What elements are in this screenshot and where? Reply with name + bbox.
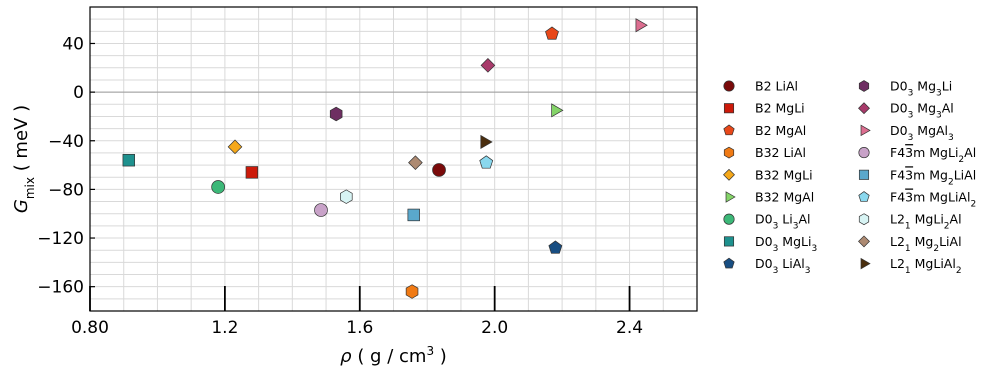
legend-marker <box>723 103 735 114</box>
legend-label: B32 MgAl <box>755 190 814 205</box>
legend-label: L21 MgLi2Al <box>890 212 962 232</box>
y-tick-label: −80 <box>48 180 84 200</box>
legend-marker <box>723 257 735 269</box>
x-tick-label: 2.0 <box>481 318 508 338</box>
data-point <box>245 166 259 179</box>
legend-marker <box>723 80 735 92</box>
legend-label: D03 LiAl3 <box>755 256 810 276</box>
data-point <box>122 154 135 167</box>
legend-marker <box>860 257 871 270</box>
legend-label: B32 LiAl <box>755 145 806 160</box>
legend-marker <box>858 147 870 159</box>
legend-marker <box>858 213 870 226</box>
legend-marker <box>858 235 870 248</box>
legend-label: F43m MgLi2Al <box>890 145 976 165</box>
legend-label: B2 LiAl <box>755 79 798 94</box>
legend-marker <box>723 146 735 159</box>
data-point <box>340 189 353 204</box>
legend-marker <box>858 169 870 180</box>
data-point <box>407 208 420 222</box>
legend-label: D03 MgLi3 <box>755 234 817 254</box>
legend: B2 LiAl B2 MgLi B2 MgAl B32 LiAl B32 MgLi B32… <box>723 79 976 276</box>
legend-label: B2 MgAl <box>755 123 806 138</box>
legend-label: D03 Li3Al <box>755 212 811 232</box>
legend-label: L21 MgLiAl2 <box>890 256 962 276</box>
data-point <box>408 155 423 170</box>
legend-marker <box>860 124 871 137</box>
data-point <box>211 180 225 194</box>
data-point <box>551 103 564 118</box>
x-tick-label: 1.6 <box>346 318 373 338</box>
x-tick-label: 0.80 <box>71 318 109 338</box>
data-point <box>479 155 494 169</box>
x-tick-label: 2.4 <box>616 318 643 338</box>
legend-marker <box>725 191 736 203</box>
legend-marker <box>858 80 870 92</box>
grid <box>89 6 698 312</box>
legend-label: D03 Mg3Li <box>890 79 952 99</box>
x-axis-label: ρ ( g / cm3 ) <box>340 344 447 367</box>
data-point <box>480 58 496 73</box>
legend-marker <box>723 124 735 136</box>
data-point <box>548 240 563 254</box>
legend-label: D03 Mg3Al <box>890 101 954 121</box>
legend-label: B2 MgLi <box>755 101 805 116</box>
y-tick-label: 0 <box>73 83 84 103</box>
axes: 0.80 1.2 1.6 2.0 2.4 40 0 −40 −80 −120 −160 ρ ( g /… <box>11 6 698 367</box>
data-points <box>122 18 648 299</box>
data-point <box>480 134 493 150</box>
data-point <box>545 26 559 40</box>
legend-label: F43m Mg2LiAl <box>890 167 976 187</box>
y-axis-label: Gmix ( meV ) <box>11 105 37 213</box>
legend-label: D03 MgAl3 <box>890 123 954 143</box>
legend-marker <box>858 191 870 202</box>
legend-label: L21 Mg2LiAl <box>890 234 962 254</box>
legend-marker <box>858 102 870 115</box>
plot-frame <box>89 6 698 312</box>
y-tick-label: −160 <box>37 278 84 298</box>
data-point <box>329 106 343 122</box>
data-point <box>432 163 446 177</box>
data-point <box>314 203 328 217</box>
x-tick-label: 1.2 <box>211 318 238 338</box>
data-point <box>635 18 648 33</box>
data-point <box>227 139 243 155</box>
data-point <box>405 284 419 299</box>
legend-marker <box>723 236 735 247</box>
y-tick-label: −120 <box>37 229 84 249</box>
legend-label: F43m MgLiAl2 <box>890 190 976 210</box>
legend-label: B32 MgLi <box>755 167 813 182</box>
y-tick-label: 40 <box>62 34 84 54</box>
legend-marker <box>723 168 735 181</box>
legend-marker <box>723 213 735 225</box>
y-tick-label: −40 <box>48 132 84 152</box>
